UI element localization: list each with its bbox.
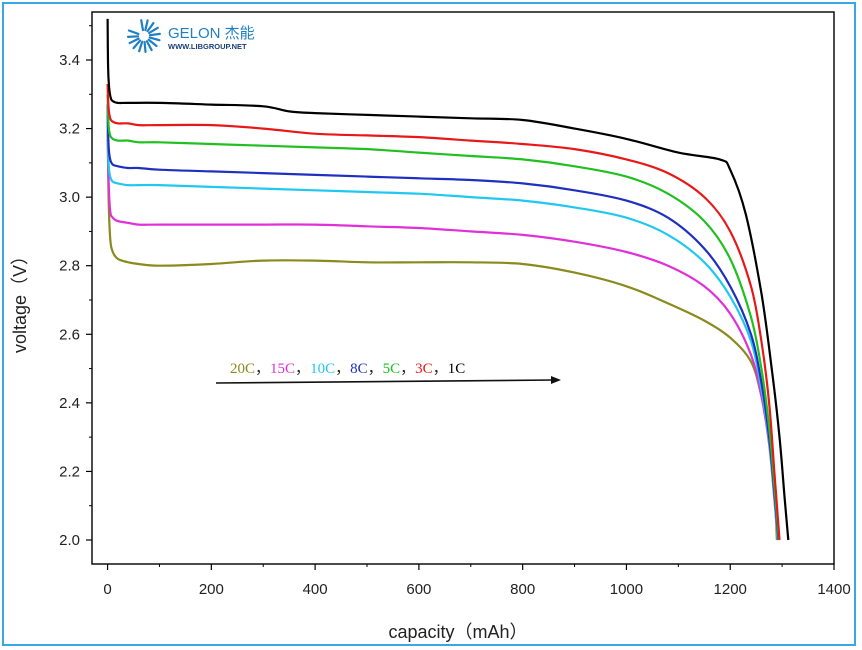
y-tick-label: 3.2	[59, 121, 80, 138]
series-line-1c	[106, 18, 790, 541]
sunburst-ray	[146, 21, 155, 33]
sunburst-ray	[148, 36, 161, 42]
legend-arrow-head-icon	[551, 376, 561, 384]
y-tick-label: 2.2	[59, 463, 80, 480]
legend-separator: ，	[255, 361, 270, 377]
sunburst-ray	[127, 29, 140, 36]
legend-item-20c: 20C	[230, 361, 255, 377]
legend-item-10c: 10C	[310, 361, 335, 377]
legend-separator: ，	[335, 361, 350, 377]
sunburst-ray	[140, 19, 145, 32]
legend: 20C，15C，10C，8C，5C，3C，1C	[230, 361, 465, 377]
series-line-3c	[106, 83, 781, 541]
brand-url: WWW.LIBGROUP.NET	[168, 42, 247, 51]
legend-item-8c: 8C	[350, 361, 368, 377]
legend-item-15c: 15C	[270, 361, 295, 377]
series-line-10c	[106, 114, 780, 541]
series-line-20c	[106, 128, 778, 541]
x-tick-label: 0	[103, 581, 111, 598]
y-tick-label: 2.4	[59, 395, 80, 412]
y-tick-label: 3.0	[59, 189, 80, 206]
y-tick-label: 2.0	[59, 532, 80, 549]
series-line-5c	[106, 94, 781, 541]
x-axis-title: capacity（mAh）	[388, 622, 527, 642]
x-tick-label: 1000	[610, 581, 643, 598]
y-tick-label: 2.8	[59, 258, 80, 275]
y-axis-title: voltage（V）	[10, 247, 30, 353]
legend-separator: ，	[400, 361, 415, 377]
y-tick-label: 2.6	[59, 326, 80, 343]
sunburst-ray	[143, 40, 147, 54]
sunburst-ray	[147, 38, 158, 48]
series-line-15c	[106, 121, 780, 541]
series-line-8c	[106, 104, 780, 541]
sunburst-ray	[145, 40, 153, 52]
sunburst-ray	[126, 35, 140, 38]
legend-item-1c: 1C	[448, 361, 466, 377]
sunburst-ray	[144, 19, 149, 32]
x-tick-label: 600	[406, 581, 431, 598]
brand-name: GELON 杰能	[168, 25, 255, 42]
legend-item-5c: 5C	[383, 361, 401, 377]
legend-separator: ，	[295, 361, 310, 377]
sunburst-ray	[138, 40, 144, 53]
sunburst-ray	[148, 32, 161, 37]
y-tick-label: 3.4	[59, 52, 80, 69]
x-tick-label: 200	[199, 581, 224, 598]
legend-arrow-shaft	[215, 379, 555, 384]
x-tick-label: 1200	[714, 581, 747, 598]
sunburst-ray	[148, 26, 159, 35]
legend-item-3c: 3C	[415, 361, 433, 377]
x-tick-label: 1400	[817, 581, 850, 598]
x-tick-label: 800	[510, 581, 535, 598]
sunburst-ray	[128, 37, 140, 45]
watermark-logo: GELON 杰能 WWW.LIBGROUP.NET	[126, 18, 286, 56]
sunburst-logo-icon	[126, 19, 161, 54]
plot-area-frame	[91, 11, 835, 565]
sunburst-ray	[132, 39, 142, 50]
legend-separator: ，	[433, 361, 448, 377]
legend-separator: ，	[368, 361, 383, 377]
x-tick-label: 400	[303, 581, 328, 598]
